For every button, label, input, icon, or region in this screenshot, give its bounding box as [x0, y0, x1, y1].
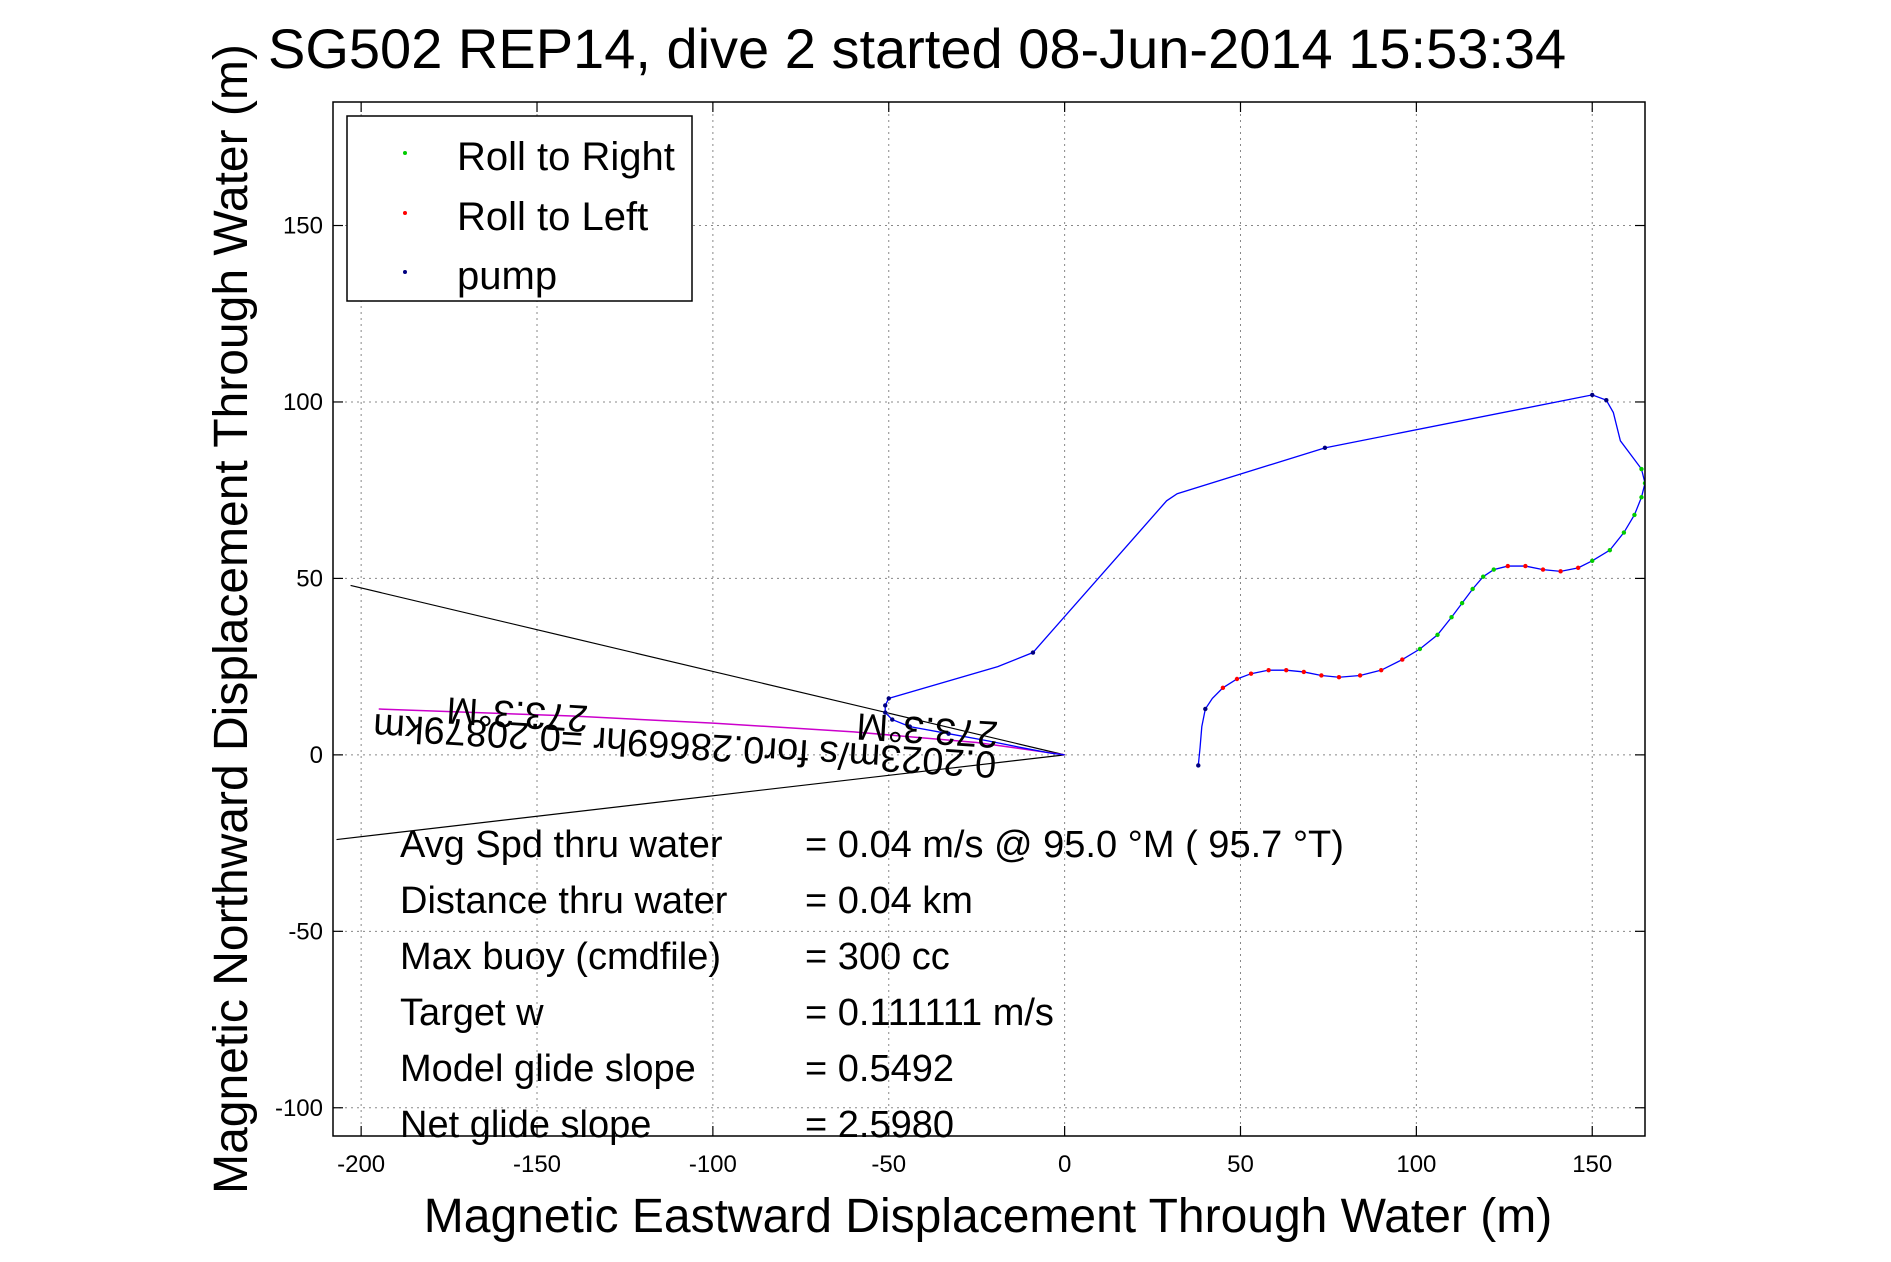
stat-value-max-buoy: = 300 cc	[805, 936, 950, 978]
roll-right-point	[1491, 567, 1496, 572]
y-tick-label: 100	[283, 389, 323, 416]
pump-point	[907, 724, 913, 729]
roll-right-point	[1632, 512, 1637, 518]
pump-point	[890, 717, 895, 722]
stat-label-net-glide: Net glide slope	[400, 1104, 651, 1146]
roll-right-point	[1607, 547, 1613, 553]
pump-point	[883, 710, 888, 715]
rotated-heading-annotation-extra: 273.3°M	[855, 704, 999, 755]
stat-value-avg-speed: = 0.04 m/s @ 95.0 °M ( 95.7 °T)	[805, 824, 1344, 866]
cone-line-1	[336, 754, 1065, 841]
x-tick-label: -100	[689, 1151, 737, 1178]
stat-label-max-buoy: Max buoy (cmdfile)	[400, 936, 721, 978]
x-tick-label: -200	[337, 1151, 385, 1178]
roll-left-point	[1301, 669, 1307, 675]
roll-left-point	[1400, 657, 1405, 662]
roll-right-point	[1417, 646, 1423, 652]
roll-left-point	[1523, 563, 1528, 569]
roll-left-point	[1357, 673, 1363, 678]
data-layer	[336, 392, 1645, 841]
pump-point	[946, 731, 951, 736]
roll-right-point	[1621, 530, 1627, 535]
roll-left-point	[1505, 563, 1511, 569]
stats-block: Avg Spd thru water = 0.04 m/s @ 95.0 °M …	[400, 824, 1344, 1146]
roll-left-point	[1336, 675, 1342, 680]
roll-left-point	[1575, 565, 1581, 571]
legend-marker-roll-right	[403, 151, 407, 155]
x-tick-label: -50	[871, 1151, 906, 1178]
pump-point	[1196, 763, 1201, 768]
stat-label-target-w: Target w	[400, 992, 544, 1034]
roll-left-point	[1378, 667, 1384, 673]
y-tick-label: 50	[296, 565, 323, 592]
pump-point	[1203, 706, 1208, 712]
roll-right-point	[1449, 615, 1454, 620]
pump-point	[1604, 398, 1609, 403]
x-tick-label: 150	[1572, 1151, 1612, 1178]
roll-left-point	[1319, 673, 1324, 678]
pump-point	[1590, 392, 1595, 398]
tick-labels: -200 -150 -100 -50 0 50 100 150 -100 -50 0 50 100 150	[275, 213, 1612, 1178]
roll-left-point	[1558, 569, 1563, 574]
stat-label-model-glide: Model glide slope	[400, 1048, 696, 1090]
legend: Roll to Right Roll to Left pump	[346, 115, 693, 302]
rotated-heading-annotation: 273.3°M	[445, 688, 589, 739]
roll-right-point	[1639, 495, 1644, 500]
roll-right-point	[1590, 558, 1595, 563]
y-tick-label: -50	[288, 918, 323, 945]
pump-point	[1322, 445, 1328, 451]
x-tick-label: 50	[1227, 1151, 1254, 1178]
y-tick-label: 150	[283, 213, 323, 240]
x-tick-label: -150	[513, 1151, 561, 1178]
stat-value-distance: = 0.04 km	[805, 880, 973, 922]
x-tick-label: 100	[1396, 1151, 1436, 1178]
legend-marker-roll-left	[403, 211, 407, 215]
roll-left-point	[1248, 671, 1254, 676]
roll-left-point	[1266, 667, 1271, 673]
pump-point	[1030, 650, 1036, 655]
y-tick-label: 0	[310, 742, 323, 769]
stat-value-net-glide: = 2.5980	[805, 1104, 954, 1146]
pump-point	[886, 696, 891, 701]
stat-label-avg-speed: Avg Spd thru water	[400, 824, 723, 866]
roll-right-point	[1470, 586, 1475, 592]
roll-right-point	[1435, 632, 1440, 638]
pump-point	[883, 703, 888, 708]
roll-right-point	[1639, 466, 1644, 472]
roll-left-point	[1220, 685, 1226, 691]
x-tick-label: 0	[1058, 1151, 1071, 1178]
y-tick-label: -100	[275, 1095, 323, 1122]
roll-right-point	[1459, 600, 1465, 606]
heading-line	[378, 708, 1065, 756]
plot-frame	[332, 101, 1646, 1137]
x-axis-label: Magnetic Eastward Displacement Through W…	[424, 1190, 1552, 1243]
stat-label-distance: Distance thru water	[400, 880, 728, 922]
stat-value-target-w: = 0.111111 m/s	[805, 992, 1054, 1034]
legend-marker-pump	[403, 270, 407, 274]
track-line	[884, 394, 1645, 766]
roll-left-point	[1540, 567, 1546, 572]
chart-title: SG502 REP14, dive 2 started 08-Jun-2014 …	[268, 17, 1566, 80]
legend-label-pump: pump	[457, 254, 557, 298]
legend-label-roll-right: Roll to Right	[457, 135, 675, 179]
grid	[333, 102, 1645, 1136]
roll-right-point	[1480, 574, 1486, 579]
cone-line-0	[350, 584, 1065, 756]
y-axis-label: Magnetic Northward Displacement Through …	[205, 44, 258, 1194]
roll-left-point	[1284, 667, 1289, 673]
roll-left-point	[1234, 676, 1240, 682]
legend-label-roll-left: Roll to Left	[457, 195, 648, 239]
stat-value-model-glide: = 0.5492	[805, 1048, 954, 1090]
